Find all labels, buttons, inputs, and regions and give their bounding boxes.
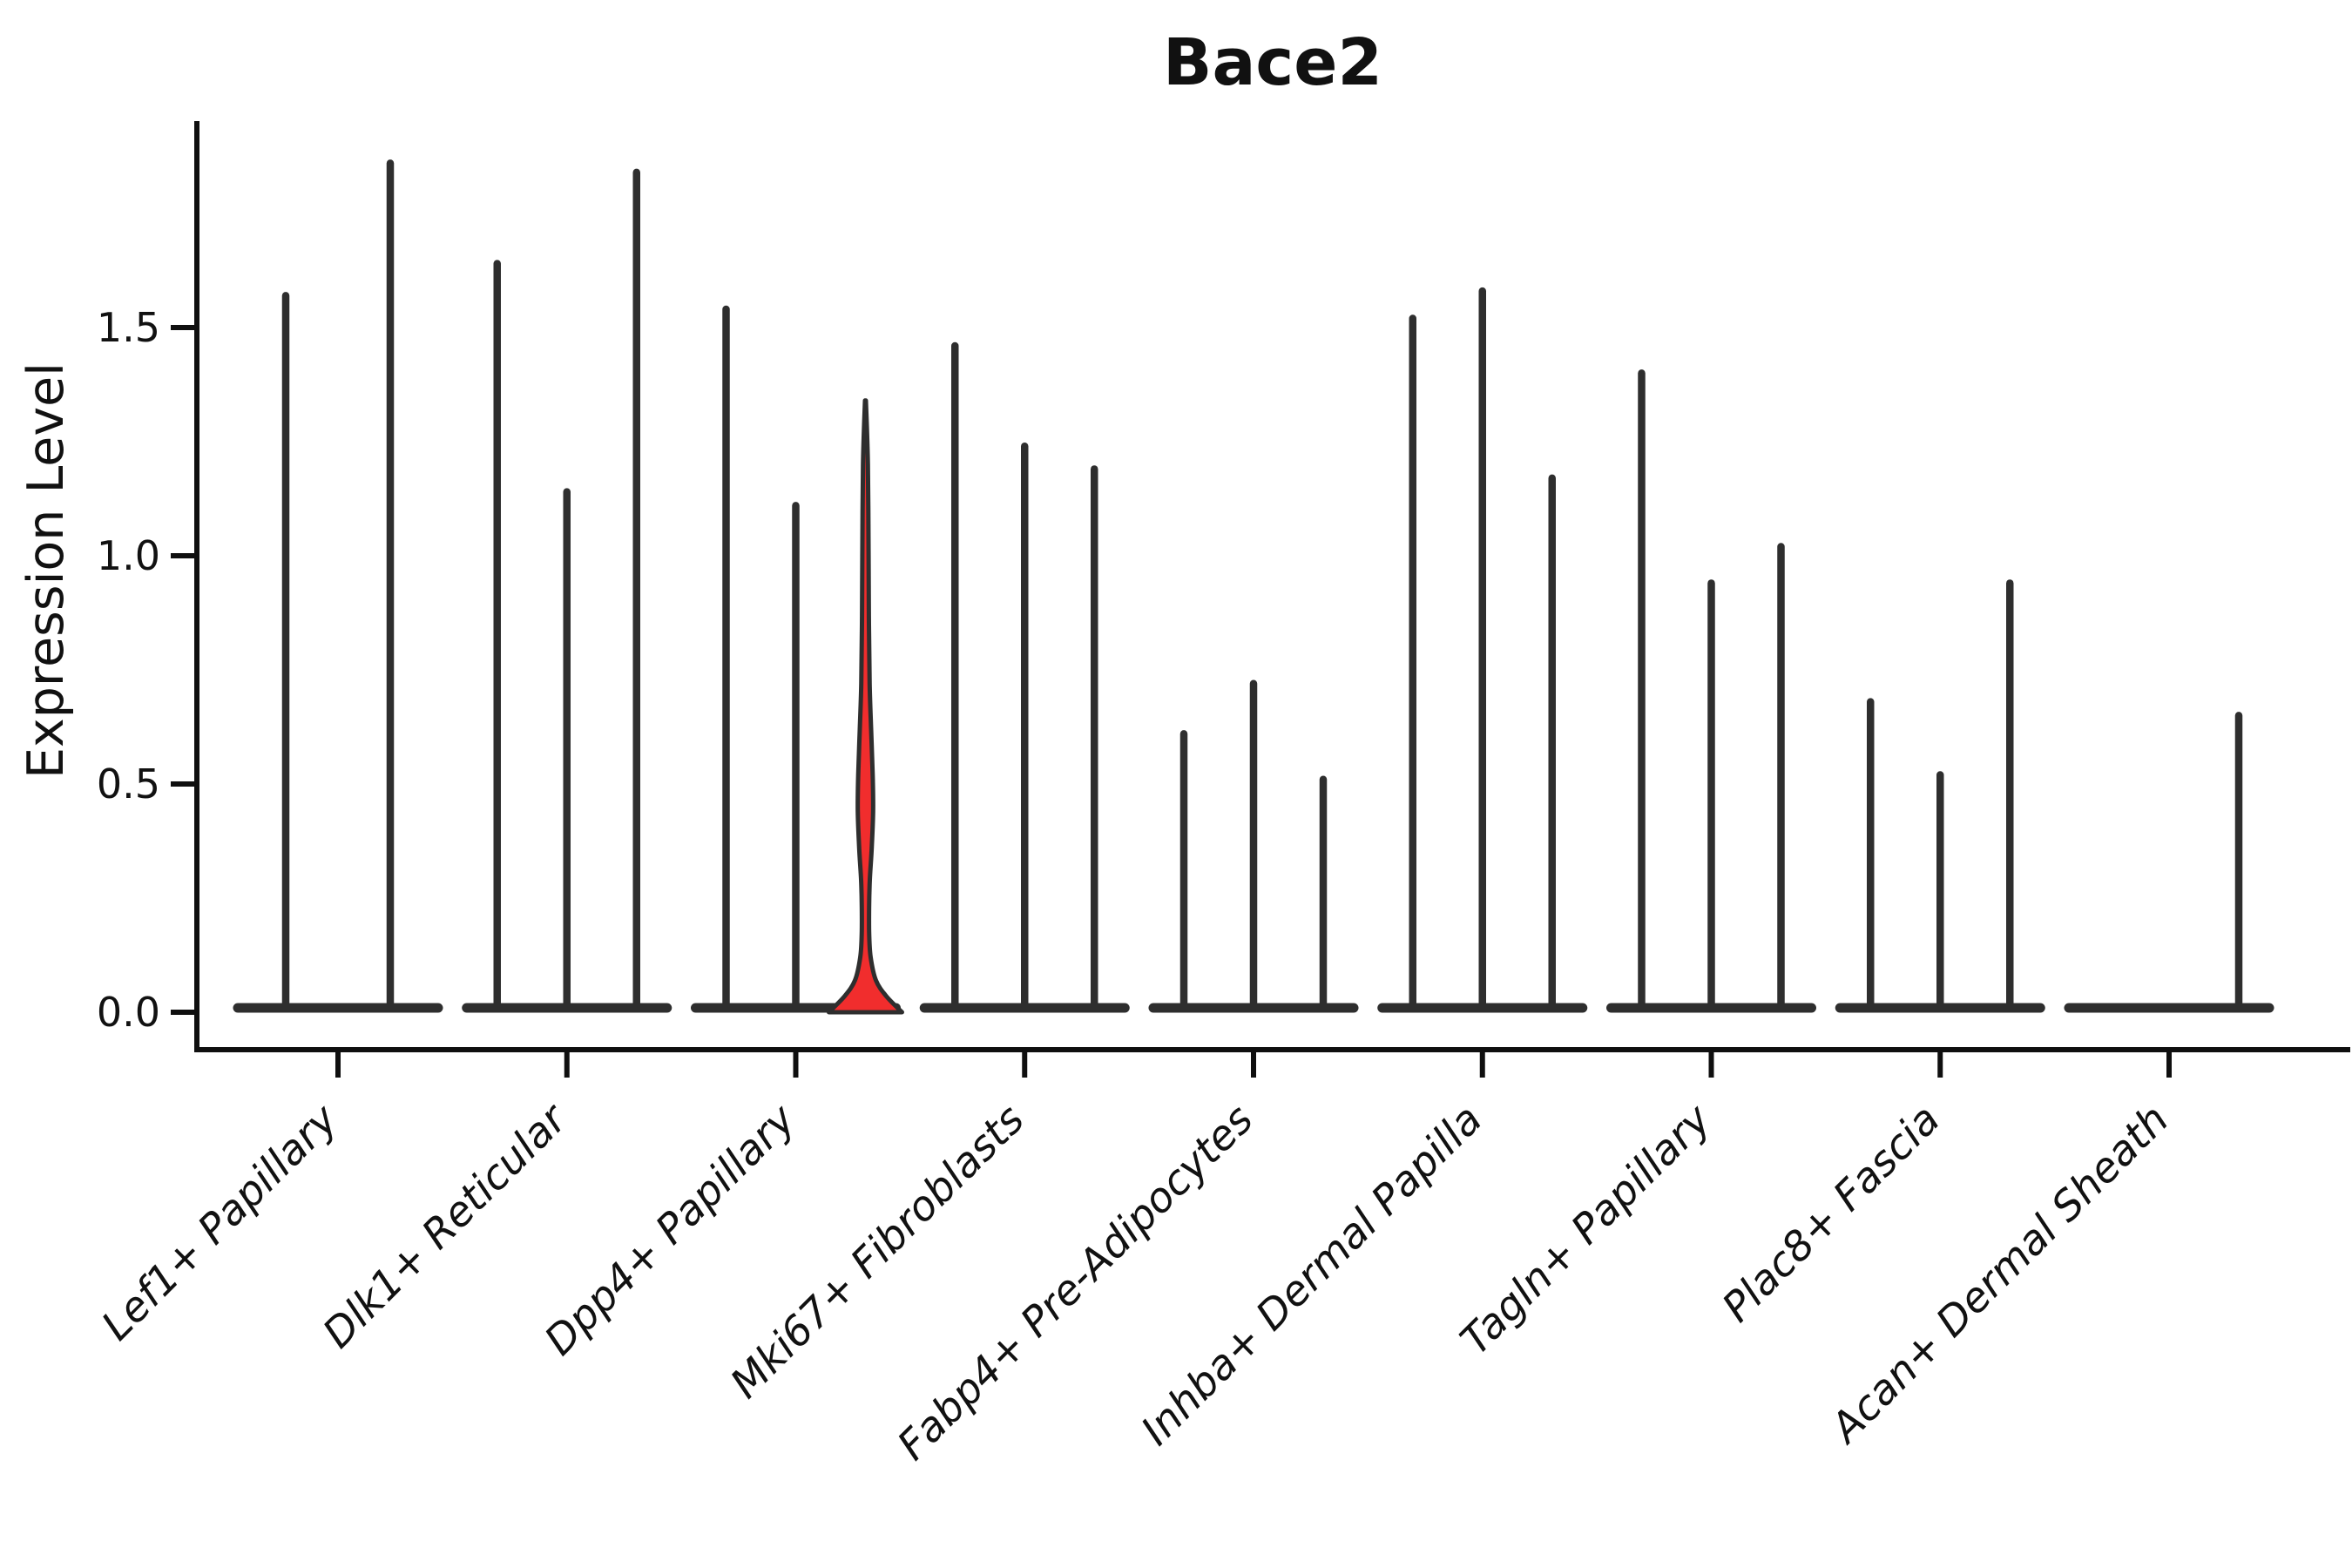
x-tick-label: Plac8+ Fascia <box>1713 1096 1950 1332</box>
x-tick-label: Tagln+ Papillary <box>1451 1095 1721 1365</box>
x-tick-label: Dpp4+ Papillary <box>536 1095 806 1365</box>
x-tick-label: Lef1+ Papillary <box>92 1095 348 1350</box>
y-axis-ticks: 0.0 0.5 1.0 1.5 <box>97 304 197 1036</box>
highlighted-violin <box>827 398 904 1015</box>
y-tick-label: 0.5 <box>97 760 160 808</box>
violin-baseline <box>233 1003 443 1013</box>
violins <box>233 159 2274 1015</box>
y-tick-label: 1.0 <box>97 532 160 579</box>
x-tick-label: Dlk1+ Reticular <box>314 1094 578 1358</box>
y-tick-label: 1.5 <box>97 304 160 351</box>
violin-baseline <box>2064 1003 2274 1013</box>
chart-title: Bace2 <box>1163 25 1382 100</box>
y-axis-label: Expression Level <box>17 362 75 779</box>
y-tick-label: 0.0 <box>97 989 160 1036</box>
